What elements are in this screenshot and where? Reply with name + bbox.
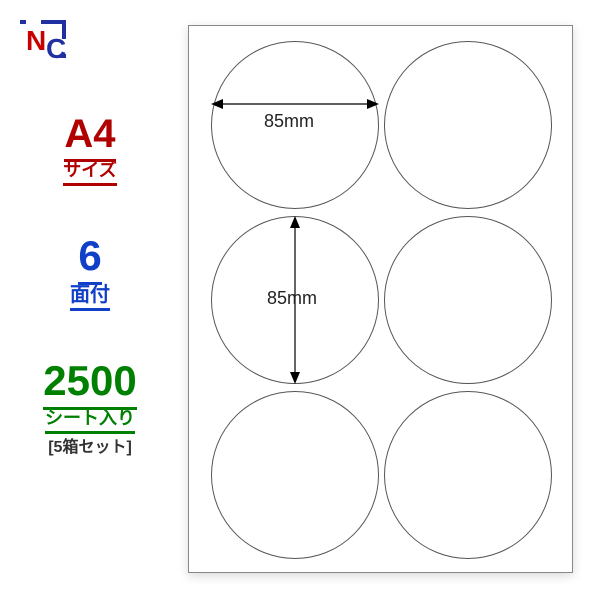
spec-sheets: 2500 シート入り [5箱セット] bbox=[43, 356, 136, 457]
spec-faces-value: 6 bbox=[78, 231, 101, 285]
spec-sidebar: A4 サイズ 6 面付 2500 シート入り [5箱セット] bbox=[0, 110, 180, 457]
dim-label-v: 85mm bbox=[267, 288, 317, 309]
label-circle bbox=[211, 391, 379, 559]
spec-faces: 6 面付 bbox=[70, 231, 110, 311]
label-sheet: 85mm 85mm bbox=[188, 25, 573, 573]
spec-sheets-sub: シート入り bbox=[45, 408, 135, 434]
label-circle bbox=[384, 41, 552, 209]
logo-c: C bbox=[46, 33, 66, 64]
label-circle bbox=[384, 216, 552, 384]
logo-n: N bbox=[26, 25, 46, 56]
dim-label-h: 85mm bbox=[264, 111, 314, 132]
spec-size-sub: サイズ bbox=[63, 160, 116, 186]
spec-size-value: A4 bbox=[64, 110, 115, 162]
spec-faces-sub: 面付 bbox=[70, 283, 110, 311]
spec-size: A4 サイズ bbox=[63, 110, 116, 186]
spec-sheets-value: 2500 bbox=[43, 356, 136, 410]
label-circle bbox=[384, 391, 552, 559]
brand-logo: N C bbox=[18, 20, 73, 65]
spec-sheets-note: [5箱セット] bbox=[48, 438, 132, 457]
